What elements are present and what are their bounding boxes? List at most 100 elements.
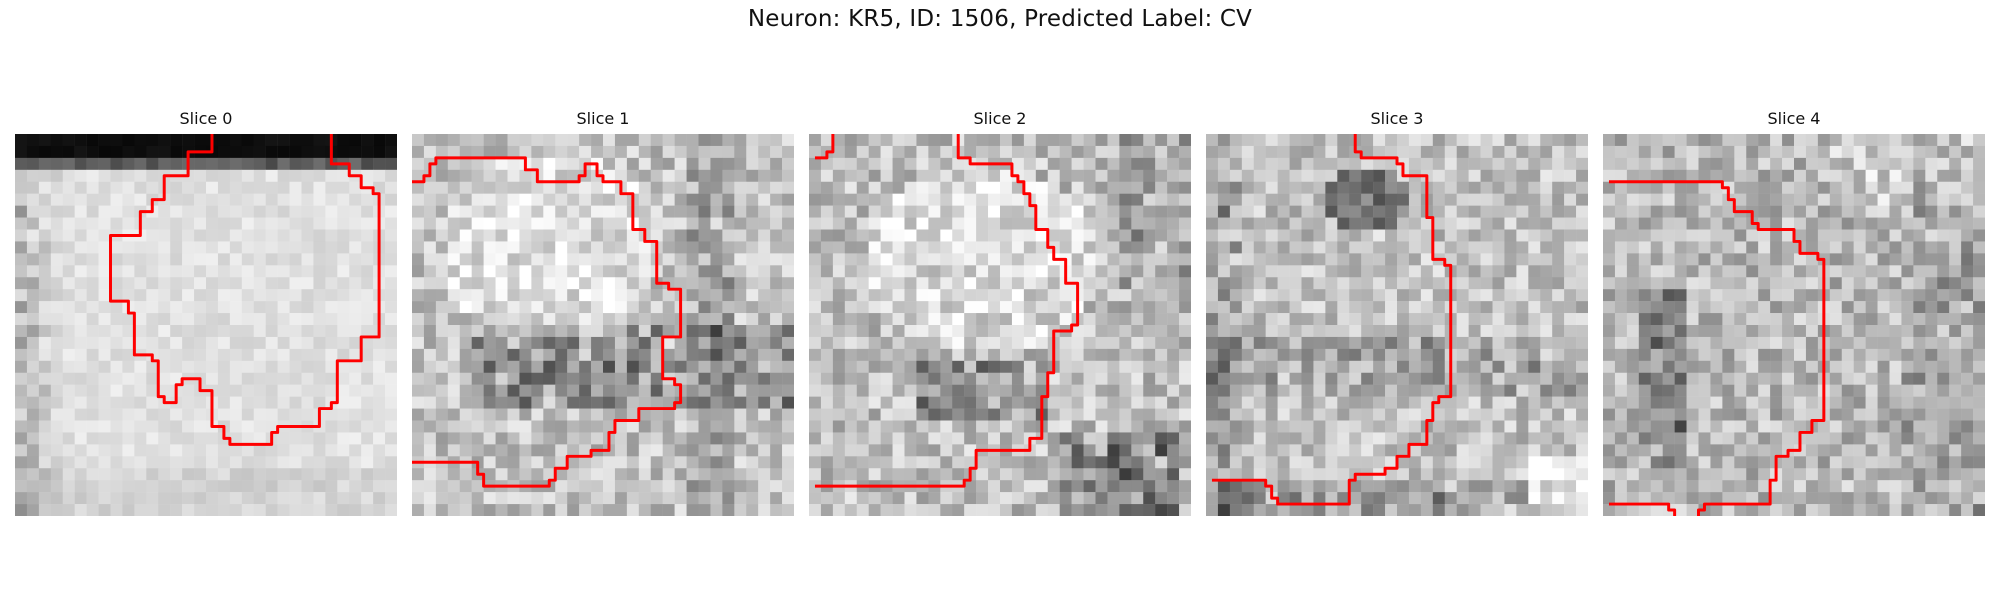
image-pixel	[892, 157, 905, 171]
image-pixel	[277, 492, 290, 505]
image-pixel	[385, 301, 397, 314]
image-pixel	[531, 504, 544, 516]
image-pixel	[734, 145, 747, 159]
image-pixel	[1901, 193, 1914, 206]
image-pixel	[809, 217, 822, 230]
image-pixel	[1805, 372, 1819, 385]
image-pixel	[146, 408, 159, 421]
image-pixel	[904, 313, 917, 326]
image-pixel	[385, 348, 397, 362]
image-pixel	[856, 432, 869, 445]
image-pixel	[1805, 145, 1819, 159]
image-pixel	[412, 396, 425, 409]
image-pixel	[423, 360, 437, 373]
image-pixel	[1528, 420, 1541, 433]
image-pixel	[698, 301, 711, 314]
image-pixel	[15, 468, 28, 481]
image-pixel	[86, 157, 99, 171]
image-pixel	[349, 301, 362, 314]
image-pixel	[543, 205, 556, 218]
image-pixel	[1877, 360, 1890, 373]
image-pixel	[1698, 265, 1711, 278]
image-pixel	[770, 301, 783, 314]
image-pixel	[892, 432, 905, 445]
image-pixel	[1408, 301, 1422, 314]
image-pixel	[301, 504, 314, 516]
image-pixel	[62, 229, 75, 242]
image-pixel	[1576, 205, 1588, 218]
image-pixel	[50, 181, 63, 194]
image-pixel	[1397, 468, 1410, 481]
image-pixel	[976, 492, 989, 505]
image-pixel	[531, 456, 544, 469]
image-pixel	[265, 145, 278, 159]
image-pixel	[892, 253, 905, 266]
image-pixel	[1937, 277, 1950, 290]
image-pixel	[820, 205, 834, 218]
image-pixel	[337, 169, 350, 182]
image-pixel	[1540, 480, 1553, 493]
image-pixel	[1289, 420, 1302, 433]
image-pixel	[447, 253, 460, 266]
image-pixel	[1000, 145, 1013, 159]
image-pixel	[325, 193, 338, 206]
image-pixel	[880, 229, 893, 242]
image-pixel	[1626, 408, 1640, 421]
image-pixel	[844, 157, 857, 171]
image-pixel	[1576, 229, 1588, 242]
image-pixel	[880, 265, 893, 278]
image-pixel	[904, 205, 917, 218]
image-pixel	[832, 325, 846, 338]
image-pixel	[313, 492, 326, 505]
image-pixel	[38, 217, 52, 230]
image-pixel	[1746, 420, 1759, 433]
image-pixel	[1516, 420, 1529, 433]
image-pixel	[471, 384, 484, 397]
image-pixel	[1289, 217, 1302, 230]
image-pixel	[1432, 432, 1445, 445]
image-pixel	[1492, 444, 1505, 457]
image-pixel	[1143, 134, 1156, 147]
image-pixel	[782, 157, 794, 171]
image-pixel	[289, 348, 302, 362]
image-pixel	[543, 408, 556, 421]
image-pixel	[483, 169, 496, 182]
image-pixel	[1516, 265, 1529, 278]
image-pixel	[782, 384, 794, 397]
image-pixel	[1698, 229, 1711, 242]
image-pixel	[686, 289, 699, 302]
image-pixel	[710, 277, 723, 290]
image-pixel	[686, 205, 699, 218]
image-pixel	[988, 456, 1001, 469]
image-pixel	[820, 217, 834, 230]
image-pixel	[361, 396, 374, 409]
image-pixel	[1492, 289, 1505, 302]
image-pixel	[1349, 253, 1362, 266]
image-pixel	[1626, 169, 1640, 182]
image-pixel	[844, 420, 857, 433]
image-pixel	[1937, 432, 1950, 445]
image-pixel	[62, 134, 75, 147]
image-pixel	[1444, 229, 1457, 242]
image-pixel	[964, 217, 977, 230]
image-pixel	[1540, 301, 1553, 314]
image-pixel	[1095, 408, 1108, 421]
image-pixel	[1373, 444, 1386, 457]
image-pixel	[1626, 432, 1640, 445]
image-pixel	[1385, 396, 1398, 409]
image-pixel	[976, 145, 989, 159]
image-pixel	[206, 468, 219, 481]
image-pixel	[1167, 157, 1180, 171]
image-pixel	[1782, 217, 1795, 230]
image-pixel	[1564, 193, 1577, 206]
image-pixel	[543, 396, 556, 409]
image-pixel	[770, 396, 783, 409]
image-pixel	[1829, 157, 1842, 171]
image-pixel	[1516, 193, 1529, 206]
image-pixel	[1432, 492, 1445, 505]
image-pixel	[38, 277, 52, 290]
image-pixel	[74, 181, 87, 194]
image-pixel	[567, 217, 580, 230]
image-pixel	[241, 313, 254, 326]
image-pixel	[1337, 396, 1350, 409]
